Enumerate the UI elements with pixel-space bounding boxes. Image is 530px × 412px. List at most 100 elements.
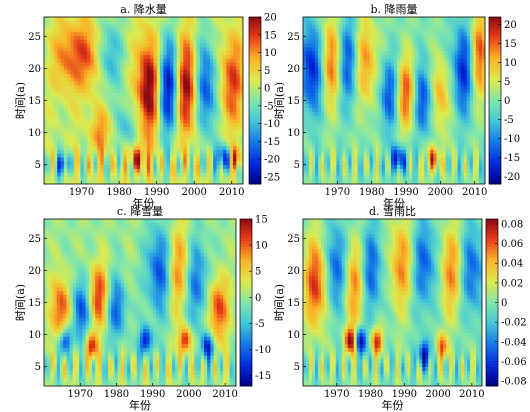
heatmap-cell	[199, 77, 204, 83]
heatmap-cell	[63, 62, 68, 67]
heatmap-cell	[136, 32, 141, 37]
heatmap-cell	[223, 161, 228, 166]
heatmap-cell	[336, 100, 340, 105]
heatmap-cell	[189, 77, 194, 83]
heatmap-cell	[400, 89, 404, 94]
heatmap-cell	[130, 157, 135, 162]
heatmap-cell	[196, 24, 201, 29]
heatmap-cell	[394, 77, 398, 83]
heatmap-cell	[216, 149, 221, 155]
heatmap-cell	[315, 17, 319, 22]
heatmap-cell	[130, 81, 135, 86]
heatmap-cell	[136, 157, 141, 162]
heatmap-cell	[442, 92, 447, 98]
heatmap-cell	[146, 81, 151, 86]
heatmap-cell	[67, 104, 72, 109]
heatmap-cell	[336, 111, 340, 117]
heatmap-cell	[50, 172, 55, 178]
heatmap-cell	[427, 35, 431, 41]
heatmap-cell	[375, 100, 380, 105]
heatmap-cell	[77, 51, 82, 56]
heatmap-cell	[143, 28, 148, 33]
heatmap-cell	[436, 138, 441, 143]
heatmap-cell	[47, 138, 52, 143]
heatmap-cell	[73, 149, 78, 155]
heatmap-cell	[213, 39, 218, 45]
heatmap-cell	[223, 134, 228, 140]
heatmap-cell	[324, 176, 328, 181]
heatmap-cell	[306, 161, 310, 166]
heatmap-cell	[387, 165, 392, 170]
heatmap-cell	[166, 32, 171, 37]
heatmap-cell	[156, 17, 161, 22]
heatmap-cell	[421, 176, 425, 181]
heatmap-cell	[445, 92, 450, 98]
heatmap-cell	[363, 47, 368, 52]
heatmap-cell	[170, 104, 174, 109]
heatmap-cell	[345, 24, 350, 29]
heatmap-cell	[63, 104, 68, 109]
heatmap-cell	[384, 89, 389, 94]
colorbar-segment	[249, 114, 261, 118]
heatmap-cell	[336, 35, 340, 41]
heatmap-cell	[333, 168, 337, 174]
heatmap-cell	[345, 165, 350, 170]
heatmap-cell	[381, 62, 386, 67]
heatmap-cell	[315, 134, 319, 140]
heatmap-cell	[303, 119, 307, 124]
heatmap-cell	[70, 43, 75, 48]
heatmap-cell	[100, 70, 105, 75]
heatmap-cell	[100, 138, 105, 143]
heatmap-cell	[87, 100, 92, 105]
heatmap-cell	[366, 73, 371, 79]
heatmap-cell	[213, 51, 218, 56]
heatmap-cell	[342, 115, 347, 121]
heatmap-cell	[327, 17, 331, 22]
heatmap-cell	[179, 73, 184, 79]
heatmap-cell	[50, 142, 55, 147]
heatmap-cell	[206, 62, 211, 67]
heatmap-cell	[418, 54, 422, 60]
heatmap-cell	[126, 157, 131, 162]
heatmap-cell	[439, 24, 444, 29]
heatmap-cell	[153, 123, 158, 128]
heatmap-cell	[236, 62, 241, 67]
heatmap-cell	[324, 138, 328, 143]
heatmap-cell	[384, 54, 389, 60]
heatmap-cell	[57, 153, 62, 159]
heatmap-cell	[136, 108, 141, 113]
heatmap-cell	[239, 100, 243, 105]
heatmap-cell	[400, 20, 404, 26]
heatmap-cell	[351, 70, 356, 75]
heatmap-cell	[193, 77, 198, 83]
heatmap-cell	[176, 47, 181, 52]
heatmap-cell	[236, 28, 241, 33]
heatmap-cell	[312, 81, 316, 86]
heatmap-cell	[44, 138, 48, 143]
heatmap-cell	[400, 35, 404, 41]
heatmap-cell	[97, 32, 101, 37]
heatmap-cell	[60, 62, 65, 67]
heatmap-cell	[421, 149, 425, 155]
heatmap-cell	[333, 153, 337, 159]
heatmap-cell	[369, 77, 374, 83]
heatmap-cell	[427, 104, 431, 109]
heatmap-cell	[87, 66, 92, 71]
heatmap-cell	[170, 108, 174, 113]
heatmap-cell	[339, 142, 344, 147]
heatmap-cell	[183, 161, 188, 166]
heatmap-cell	[345, 85, 350, 90]
heatmap-cell	[384, 153, 389, 159]
heatmap-cell	[209, 66, 214, 71]
heatmap-cell	[163, 138, 168, 143]
heatmap-cell	[60, 115, 65, 121]
heatmap-cell	[321, 85, 325, 90]
heatmap-cell	[73, 138, 78, 143]
heatmap-cell	[57, 176, 62, 181]
heatmap-cell	[219, 108, 224, 113]
heatmap-cell	[390, 85, 395, 90]
heatmap-cell	[384, 47, 389, 52]
heatmap-cell	[321, 32, 325, 37]
heatmap-cell	[57, 142, 62, 147]
heatmap-cell	[153, 39, 158, 45]
